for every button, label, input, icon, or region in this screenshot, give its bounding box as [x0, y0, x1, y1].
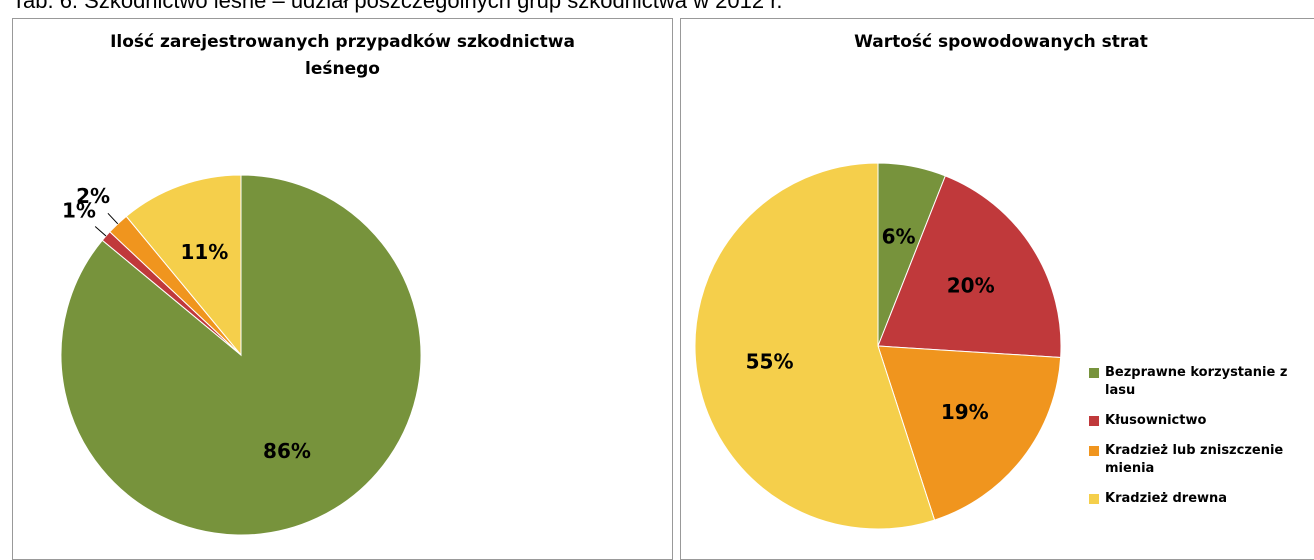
legend-item: Kradzież lub zniszczenie mienia [1089, 442, 1289, 478]
legend-swatch [1089, 446, 1099, 456]
chart-panel: Wartość spowodowanych strat 6% 20% 19% 55% … [680, 18, 1314, 560]
chart: 86% 1%2% 11% [60, 174, 422, 536]
data-label: 11% [180, 240, 228, 264]
leader-line [94, 226, 107, 237]
chart: 6% 20% 19% 55% [694, 162, 1062, 530]
data-label: 20% [947, 274, 995, 298]
leader-line [107, 212, 119, 225]
pie-slice [125, 174, 242, 357]
legend-item: Bezprawne korzystanie z lasu [1089, 364, 1289, 400]
legend-label: Kłusownictwo [1105, 413, 1207, 428]
chart-panel: Ilość zarejestrowanych przypadków szkodn… [12, 18, 673, 560]
data-label: 55% [746, 350, 794, 374]
legend-label: Kradzież drewna [1105, 491, 1228, 506]
data-label: 2% [76, 184, 110, 208]
pie-slice [877, 345, 1062, 521]
legend-swatch [1089, 416, 1099, 426]
chart-title: Ilość zarejestrowanych przypadków szkodn… [110, 32, 575, 79]
data-label: 19% [941, 400, 989, 424]
data-label: 86% [263, 439, 311, 463]
data-label: 6% [882, 225, 916, 249]
legend-item: Kłusownictwo [1089, 412, 1289, 430]
pie-slice [60, 174, 422, 536]
legend-swatch [1089, 494, 1099, 504]
legend-item: Kradzież drewna [1089, 490, 1289, 508]
pie-slice [877, 175, 1062, 359]
pie-slice [694, 162, 936, 530]
legend-label: Bezprawne korzystanie z lasu [1105, 365, 1288, 398]
legend-label: Kradzież lub zniszczenie mienia [1105, 443, 1284, 476]
caption: Tab. 6. Szkodnictwo leśne – udział poszc… [12, 0, 783, 13]
chart-title: Wartość spowodowanych strat [854, 32, 1148, 52]
legend: Bezprawne korzystanie z lasu Kłusownictwo… [1089, 364, 1289, 520]
data-label: 1% [62, 199, 96, 223]
legend-swatch [1089, 368, 1099, 378]
